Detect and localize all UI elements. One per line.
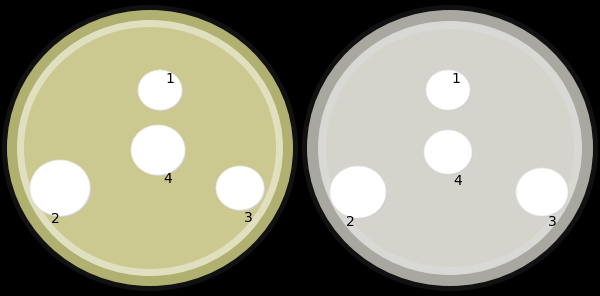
Ellipse shape (427, 71, 471, 111)
Ellipse shape (30, 160, 90, 216)
Ellipse shape (326, 29, 574, 267)
Text: 3: 3 (244, 211, 253, 225)
Ellipse shape (516, 168, 568, 216)
Text: B: B (318, 22, 333, 40)
Ellipse shape (31, 161, 91, 217)
Ellipse shape (330, 166, 386, 218)
Text: A: A (18, 22, 32, 40)
Ellipse shape (131, 125, 185, 175)
Ellipse shape (132, 126, 186, 176)
Text: 1: 1 (452, 72, 460, 86)
Ellipse shape (217, 167, 265, 211)
Text: 2: 2 (346, 215, 355, 229)
Ellipse shape (138, 70, 182, 110)
Ellipse shape (424, 130, 472, 174)
Ellipse shape (331, 167, 387, 219)
Ellipse shape (307, 10, 593, 286)
Text: 4: 4 (454, 174, 463, 188)
Text: 1: 1 (166, 72, 175, 86)
Ellipse shape (318, 21, 582, 275)
Ellipse shape (425, 131, 473, 175)
Text: 3: 3 (548, 215, 556, 229)
Ellipse shape (517, 169, 569, 217)
Ellipse shape (2, 5, 298, 291)
Ellipse shape (24, 27, 276, 269)
Text: 4: 4 (164, 172, 172, 186)
Ellipse shape (7, 10, 293, 286)
Ellipse shape (302, 5, 598, 291)
Ellipse shape (216, 166, 264, 210)
Ellipse shape (139, 71, 183, 111)
Ellipse shape (426, 70, 470, 110)
Text: 2: 2 (50, 212, 59, 226)
Ellipse shape (17, 20, 283, 276)
